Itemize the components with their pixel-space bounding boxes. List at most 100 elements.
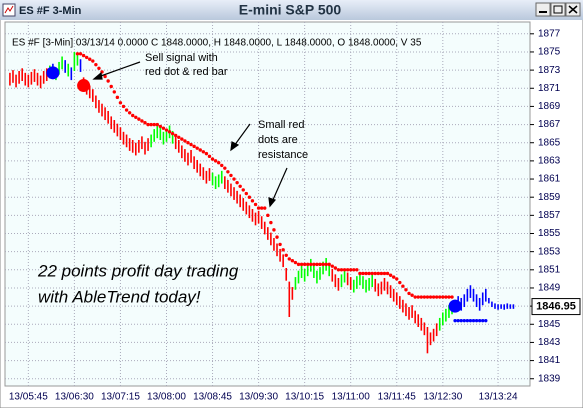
x-tick-label: 13/09:30 [239,392,278,403]
resistance-dot [416,295,420,299]
resistance-dot [266,213,270,218]
x-tick-label: 13/11:45 [378,392,417,403]
x-tick-label: 13/12:30 [423,392,462,403]
resistance-dot [201,150,206,154]
resistance-dot [91,59,95,63]
resistance-dot [97,66,101,70]
resistance-dot [143,121,147,125]
x-tick-label: 13/11:00 [332,392,371,403]
plot-area [4,21,531,387]
arrow-head [92,71,103,80]
resistance-dot [75,52,80,56]
y-tick-label: 1857 [538,210,561,221]
support-dot [481,318,485,323]
y-tick-label: 1863 [538,156,561,167]
arrows [92,61,288,208]
arrow [97,61,141,78]
window-icon-glyph [4,5,14,14]
maximize-button[interactable] [550,2,566,17]
resistance-dot [158,124,163,129]
resistance-dot [118,101,123,105]
resistance-dot [315,262,319,267]
resistance-dot [321,262,325,267]
support-dot [453,318,457,323]
support-dot [471,318,476,323]
resistance-dot [210,157,215,161]
resistance-dot [401,284,405,288]
y-tick-label: 1873 [538,65,561,76]
resistance-dot [149,122,153,127]
last-price-label: 1846.95 [536,300,576,312]
resistance-dot [404,288,408,292]
support-dot [456,318,460,323]
last-price-box [531,298,581,316]
annotation: Small red [258,119,304,131]
resistance-dot [312,262,316,267]
resistance-dot [306,262,310,267]
resistance-dot [192,144,196,149]
resistance-dot [441,295,445,299]
resistance-dot [410,293,414,297]
arrow-head [268,197,277,208]
marks [9,51,515,354]
y-tick-label: 1877 [538,28,561,39]
minimize-button[interactable] [535,2,551,17]
annotation: resistance [258,149,308,161]
resistance-dot [170,131,175,136]
resistance-dot [342,268,347,272]
resistance-dot [223,166,227,170]
resistance-dot [302,262,307,267]
annotation: 22 points profit day trading [37,261,239,280]
resistance-dot [112,90,116,94]
resistance-dot [364,271,368,276]
resistance-dot [272,228,276,232]
resistance-dot [226,170,230,174]
resistance-dot [198,148,202,152]
support-dot [477,318,482,323]
resistance-dot [186,141,190,145]
resistance-dot [124,108,129,112]
resistance-dot [395,277,399,281]
y-tick-label: 1843 [538,337,561,348]
resistance-dot [413,295,417,299]
resistance-dot [106,79,110,83]
support-dot [462,318,466,323]
resistance-dot [434,295,439,299]
close-glyph [568,5,578,14]
resistance-dot [345,268,350,272]
y-tick-label: 1855 [538,228,561,239]
resistance-dot [127,111,132,115]
resistance-dot [216,160,221,165]
resistance-dot [367,271,371,276]
x-tick-label: 13/08:45 [193,392,232,403]
resistance-dot [284,253,288,257]
resistance-dot [438,295,442,299]
resistance-dot [155,122,159,127]
resistance-dot [183,139,187,143]
resistance-dot [444,295,448,299]
resistance-dot [330,264,334,268]
resistance-dot [379,271,384,276]
resistance-dot [235,180,239,185]
resistance-dot [103,74,107,79]
y-tick-label: 1859 [538,192,561,203]
resistance-dot [259,206,264,210]
resistance-dot [419,295,424,299]
resistance-dot [131,113,135,118]
resistance-dot [352,268,356,272]
resistance-dot [450,295,454,299]
resistance-dot [263,206,267,210]
resistance-dot [327,262,331,267]
signal-dot [46,66,60,80]
resistance-dot [232,177,236,181]
resistance-dot [195,146,199,150]
resistance-dot [333,266,338,270]
arrow [233,123,251,147]
resistance-dot [134,115,138,120]
resistance-dot [213,159,218,163]
signal-dot [448,299,462,313]
y-tick-label: 1853 [538,246,561,257]
y-tick-label: 1841 [538,355,561,366]
resistance-dot [299,262,304,267]
